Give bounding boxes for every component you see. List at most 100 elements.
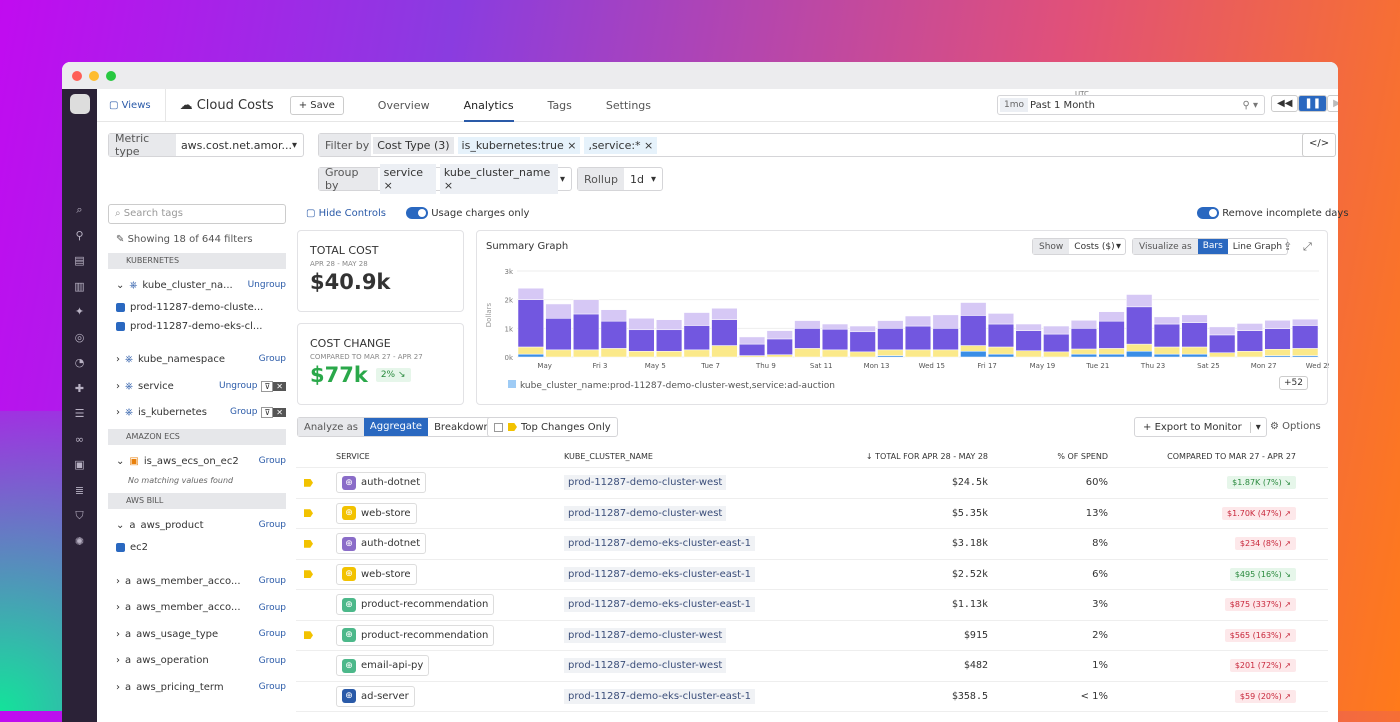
remove-icon[interactable]: ✕ xyxy=(273,407,286,417)
cluster-name[interactable]: prod-11287-demo-cluster-west xyxy=(564,627,727,643)
table-row[interactable]: ⊕ product-recommendation prod-11287-demo-… xyxy=(296,621,1328,651)
code-view-button[interactable]: </> xyxy=(1302,133,1337,157)
legend-item[interactable]: kube_cluster_name:prod-11287-demo-cluste… xyxy=(508,380,835,391)
toggle-switch[interactable] xyxy=(1197,207,1219,219)
service-chip[interactable]: ⊕ ad-server xyxy=(336,685,415,707)
bar-segment[interactable] xyxy=(1236,330,1263,352)
checkbox[interactable] xyxy=(116,321,125,331)
bar-segment[interactable] xyxy=(766,338,793,355)
chart-icon[interactable]: ▥ xyxy=(74,279,85,293)
bar-segment[interactable] xyxy=(1264,328,1291,350)
bar-segment[interactable] xyxy=(1070,328,1098,350)
group-link[interactable]: Group xyxy=(258,682,286,692)
table-row[interactable]: ⊕ ad-server prod-11287-demo-eks-cluster-e… xyxy=(296,682,1328,712)
filter-chip[interactable]: ,service:* × xyxy=(584,136,658,154)
filter-chip[interactable]: is_kubernetes:true × xyxy=(457,136,581,154)
apm-icon[interactable]: ✦ xyxy=(74,305,85,318)
bar-segment[interactable] xyxy=(1209,334,1236,353)
cluster-name[interactable]: prod-11287-demo-eks-cluster-east-1 xyxy=(564,597,756,613)
bar-segment[interactable] xyxy=(628,329,655,352)
remove-icon[interactable]: ✕ xyxy=(273,381,286,391)
bar-segment[interactable] xyxy=(517,353,544,358)
service-chip[interactable]: ⊕ web-store xyxy=(336,502,417,524)
bar-segment[interactable] xyxy=(1015,330,1042,351)
cluster-name[interactable]: prod-11287-demo-eks-cluster-east-1 xyxy=(564,688,756,704)
maximize-window-button[interactable] xyxy=(106,70,116,81)
bar-segment[interactable] xyxy=(1153,353,1180,358)
bar-segment[interactable] xyxy=(656,319,683,331)
bar-segment[interactable] xyxy=(960,351,987,358)
group-link[interactable]: Group xyxy=(258,456,286,466)
filter-icon[interactable]: ⊽ xyxy=(261,406,274,418)
group-chip[interactable]: kube_cluster_name × xyxy=(439,164,558,194)
bar-segment[interactable] xyxy=(545,318,572,351)
tag-aws-bill[interactable]: › a aws_member_acco... Group xyxy=(116,575,286,587)
bar-segment[interactable] xyxy=(683,312,710,326)
table-row[interactable]: ⊕ web-store prod-11287-demo-eks-cluster-e… xyxy=(296,560,1328,590)
remove-incomplete-toggle[interactable]: Remove incomplete days xyxy=(1197,207,1349,219)
search-tags-input[interactable]: ⌕ Search tags xyxy=(108,204,286,224)
datadog-logo-icon[interactable] xyxy=(69,94,90,114)
service-chip[interactable]: ⊕ product-recommendation xyxy=(336,594,495,616)
bar-segment[interactable] xyxy=(656,351,683,358)
options-button[interactable]: ⚙ Options xyxy=(1270,421,1321,432)
rewind-button[interactable]: ◀◀ xyxy=(1271,95,1299,112)
bar-segment[interactable] xyxy=(1098,353,1125,358)
tag-aws-bill[interactable]: › a aws_pricing_term Group xyxy=(116,681,286,693)
bar-segment[interactable] xyxy=(600,348,627,358)
bar-segment[interactable] xyxy=(573,299,600,315)
bar-segment[interactable] xyxy=(517,287,544,300)
bar-segment[interactable] xyxy=(1236,323,1263,331)
cluster-name[interactable]: prod-11287-demo-cluster-west xyxy=(564,475,727,491)
group-by-select[interactable]: Group by service × kube_cluster_name × ▾ xyxy=(318,164,572,194)
table-row[interactable]: ⊕ auth-dotnet prod-11287-demo-cluster-wes… xyxy=(296,468,1328,499)
bars-button[interactable]: Bars xyxy=(1197,239,1228,254)
tab-overview[interactable]: Overview xyxy=(377,98,430,112)
bar-segment[interactable] xyxy=(1043,325,1070,335)
filter-bar[interactable]: Filter by Cost Type (3) is_kubernetes:tr… xyxy=(318,133,1326,157)
bar-segment[interactable] xyxy=(1181,322,1208,348)
service-chip[interactable]: ⊕ auth-dotnet xyxy=(336,533,427,555)
breakdown-button[interactable]: Breakdown xyxy=(434,421,490,433)
bar-segment[interactable] xyxy=(849,325,876,333)
filter-icon[interactable]: ⊽ xyxy=(261,380,274,392)
bar-segment[interactable] xyxy=(545,303,572,319)
bar-segment[interactable] xyxy=(821,328,849,351)
group-link[interactable]: Group xyxy=(258,602,286,613)
service-chip[interactable]: ⊕ web-store xyxy=(336,563,417,585)
tag-aws-bill[interactable]: › a aws_operation Group xyxy=(116,655,286,666)
bar-segment[interactable] xyxy=(1098,311,1125,322)
bar-segment[interactable] xyxy=(1015,350,1042,358)
aggregate-button[interactable]: Aggregate xyxy=(363,418,429,436)
bar-segment[interactable] xyxy=(821,349,849,358)
checkbox[interactable] xyxy=(116,302,125,312)
bar-segment[interactable] xyxy=(1126,343,1153,352)
ungroup-link[interactable]: Ungroup xyxy=(247,280,286,290)
bar-segment[interactable] xyxy=(877,328,904,351)
bar-segment[interactable] xyxy=(1070,353,1098,358)
bar-segment[interactable] xyxy=(1070,348,1098,355)
bar-segment[interactable] xyxy=(849,331,876,353)
bar-segment[interactable] xyxy=(738,336,766,345)
export-monitor-button[interactable]: + Export to Monitor ▾ xyxy=(1134,417,1267,437)
bar-segment[interactable] xyxy=(849,351,876,358)
bar-segment[interactable] xyxy=(904,315,932,327)
tag-aws-product[interactable]: ⌄ a aws_product Group xyxy=(116,519,286,531)
bar-segment[interactable] xyxy=(987,346,1015,355)
bar-segment[interactable] xyxy=(1181,346,1208,355)
security-icon[interactable]: ◎ xyxy=(74,330,85,344)
tag-value[interactable]: prod-11287-demo-eks-cl... xyxy=(108,317,286,335)
group-link[interactable]: Group xyxy=(258,354,286,364)
tag-is-aws-ecs[interactable]: ⌄ ▣ is_aws_ecs_on_ec2 Group xyxy=(116,455,286,467)
bar-segment[interactable] xyxy=(1209,326,1236,336)
dashboard-icon[interactable]: ▤ xyxy=(74,254,85,267)
forward-button[interactable]: ▶▶ xyxy=(1327,95,1338,112)
bar-segment[interactable] xyxy=(1043,351,1070,358)
col-total[interactable]: ↓ TOTAL FOR APR 28 - MAY 28 xyxy=(865,452,988,461)
bar-segment[interactable] xyxy=(766,354,793,358)
settings-icon[interactable]: ✺ xyxy=(74,534,85,548)
bar-segment[interactable] xyxy=(656,329,683,352)
bar-segment[interactable] xyxy=(1292,348,1319,356)
tag-service[interactable]: › ⎈ service Ungroup ⊽ ✕ xyxy=(108,377,286,395)
col-service[interactable]: SERVICE xyxy=(336,452,370,461)
